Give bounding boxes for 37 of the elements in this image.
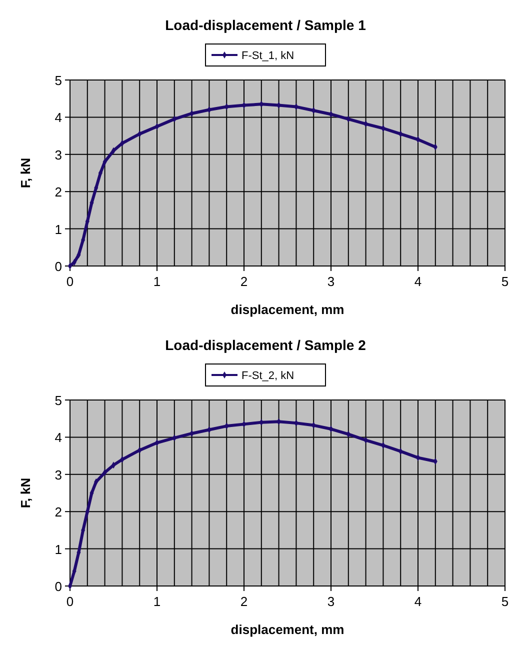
x-tick-label: 3 bbox=[327, 274, 335, 289]
chart-title: Load-displacement / Sample 2 bbox=[165, 337, 366, 353]
x-tick-label: 2 bbox=[240, 594, 248, 609]
x-tick-label: 1 bbox=[153, 594, 161, 609]
y-tick-label: 1 bbox=[54, 222, 62, 237]
y-tick-label: 4 bbox=[54, 110, 62, 126]
x-tick-label: 5 bbox=[501, 594, 509, 609]
y-tick-label: 4 bbox=[54, 430, 62, 446]
x-axis-title: displacement, mm bbox=[230, 622, 344, 637]
chart-title: Load-displacement / Sample 1 bbox=[165, 17, 366, 33]
legend-label: F-St_1, kN bbox=[242, 50, 294, 62]
y-tick-label: 3 bbox=[54, 147, 62, 162]
x-tick-label: 5 bbox=[501, 274, 509, 289]
x-tick-label: 0 bbox=[66, 274, 74, 289]
y-tick-label: 3 bbox=[54, 467, 62, 482]
y-tick-label: 2 bbox=[54, 504, 62, 520]
y-tick-label: 5 bbox=[54, 73, 62, 88]
y-tick-label: 0 bbox=[54, 579, 62, 594]
legend-label: F-St_2, kN bbox=[242, 370, 294, 382]
point bbox=[328, 426, 334, 432]
x-tick-label: 3 bbox=[327, 594, 335, 609]
x-tick-label: 4 bbox=[414, 594, 422, 609]
x-tick-label: 4 bbox=[414, 274, 422, 289]
y-tick-label: 1 bbox=[54, 542, 62, 557]
y-axis-title: F, kN bbox=[18, 478, 33, 508]
point bbox=[68, 582, 72, 590]
x-axis-title: displacement, mm bbox=[230, 302, 344, 317]
y-tick-label: 0 bbox=[54, 259, 62, 274]
x-tick-label: 1 bbox=[153, 274, 161, 289]
x-tick-label: 0 bbox=[66, 594, 74, 609]
point bbox=[416, 136, 420, 143]
point bbox=[154, 123, 160, 130]
y-axis-title: F, kN bbox=[18, 158, 33, 188]
x-tick-label: 2 bbox=[240, 274, 248, 289]
y-tick-label: 2 bbox=[54, 184, 62, 200]
point bbox=[68, 262, 72, 270]
y-tick-label: 5 bbox=[54, 393, 62, 408]
